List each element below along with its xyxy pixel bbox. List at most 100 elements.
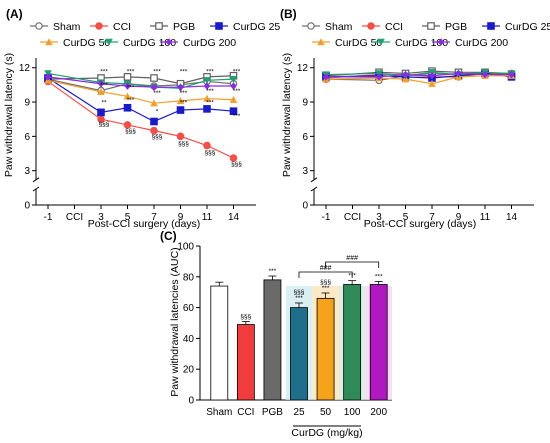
x-tick-label: 50 bbox=[320, 407, 332, 418]
x-tick-label: CCI bbox=[66, 212, 83, 223]
data-point bbox=[97, 87, 105, 95]
significance-label: *** bbox=[127, 68, 135, 75]
x-tick-label: CCI bbox=[237, 407, 254, 418]
x-tick-label: 200 bbox=[370, 407, 387, 418]
data-point bbox=[402, 70, 409, 79]
y-tick-label: 12 bbox=[19, 63, 31, 74]
panel-c-label: (C) bbox=[160, 229, 177, 243]
bar bbox=[236, 324, 255, 401]
panel-b-legend: Sham CCI PGB CurDG 25 CurDG 50 CurDG 100 CurDG… bbox=[302, 21, 550, 49]
legend-label: CCI bbox=[113, 21, 131, 33]
axis-break-mark bbox=[310, 186, 318, 192]
bar bbox=[343, 284, 362, 401]
significance-label: §§§ bbox=[99, 121, 110, 128]
bar bbox=[316, 297, 335, 401]
x-tick-label: 11 bbox=[202, 212, 213, 223]
y-tick-label: 3 bbox=[24, 166, 30, 177]
legend-marker bbox=[35, 22, 43, 30]
legend-label: Sham bbox=[53, 21, 81, 33]
y-tick-label: 12 bbox=[297, 63, 309, 74]
panel-c-y-axis-label: Paw withdrawal latencies (AUC) bbox=[169, 247, 181, 396]
significance-label: *** bbox=[206, 99, 214, 106]
x-tick-label: Sham bbox=[206, 407, 232, 418]
y-tick-label: 20 bbox=[183, 365, 195, 376]
x-tick-label: CCI bbox=[344, 212, 361, 223]
significance-label: §§§ bbox=[152, 134, 163, 141]
significance-label: *** bbox=[180, 90, 188, 97]
panel-a-label: (A) bbox=[6, 7, 23, 21]
x-tick-label: 25 bbox=[293, 407, 305, 418]
panel-a-x-axis-label: Post-CCI surgery (days) bbox=[88, 218, 201, 230]
legend-label: CurDG 100 bbox=[123, 37, 176, 49]
significance-label: *** bbox=[375, 273, 383, 280]
x-tick-label: 7 bbox=[429, 212, 435, 223]
data-point bbox=[428, 79, 436, 87]
data-point bbox=[97, 108, 105, 117]
x-tick-label: 11 bbox=[480, 212, 491, 223]
x-tick-label: 3 bbox=[376, 212, 382, 223]
x-tick-label: 100 bbox=[344, 407, 361, 418]
x-tick-label: -1 bbox=[322, 212, 331, 223]
panel-c: (C) Paw withdrawal latencies (AUC) CurDG… bbox=[160, 229, 392, 439]
legend-marker bbox=[317, 38, 325, 46]
axis-break-mark bbox=[310, 177, 318, 183]
significance-label: *** bbox=[322, 285, 330, 292]
significance-label: §§§ bbox=[294, 289, 305, 296]
legend-marker bbox=[377, 38, 385, 46]
legend-marker bbox=[367, 22, 375, 30]
data-point bbox=[203, 94, 211, 102]
x-tick-label: -1 bbox=[44, 212, 53, 223]
data-point bbox=[203, 141, 211, 150]
x-tick-label: 14 bbox=[228, 212, 240, 223]
legend-label: CurDG 50 bbox=[63, 37, 110, 49]
data-point bbox=[375, 73, 383, 81]
x-tick-label: 9 bbox=[456, 212, 462, 223]
x-tick-label: 7 bbox=[151, 212, 157, 223]
data-point bbox=[229, 75, 238, 83]
significance-label: *** bbox=[153, 90, 161, 97]
significance-label: §§§ bbox=[125, 128, 136, 135]
bar bbox=[263, 279, 282, 401]
data-point bbox=[44, 73, 52, 81]
axis-break-mark bbox=[32, 177, 40, 183]
legend-marker bbox=[437, 38, 445, 46]
data-point bbox=[230, 82, 237, 90]
panel-a-legend: Sham CCI PGB CurDG 25 CurDG 50 CurDG 100 CurDG… bbox=[30, 21, 280, 49]
legend-label: PGB bbox=[173, 21, 195, 33]
bar bbox=[290, 307, 308, 401]
data-point bbox=[229, 154, 238, 162]
significance-label: *** bbox=[127, 84, 135, 91]
legend-marker bbox=[427, 22, 435, 30]
legend-label: CurDG 50 bbox=[335, 37, 382, 49]
data-point bbox=[203, 105, 211, 113]
y-tick-label: 60 bbox=[183, 303, 195, 314]
legend-marker bbox=[95, 22, 103, 30]
significance-label: *** bbox=[180, 99, 188, 106]
data-point bbox=[123, 73, 132, 81]
legend-marker bbox=[307, 22, 315, 30]
x-tick-label: 5 bbox=[403, 212, 409, 223]
panel-a-axes: 0 3 6 9 12 -1 CCI 3 5 7 9 11 14 bbox=[19, 58, 256, 223]
legend-label: CCI bbox=[385, 21, 403, 33]
legend-label: CurDG 200 bbox=[183, 37, 236, 49]
data-point bbox=[150, 83, 158, 91]
significance-label: *** bbox=[233, 88, 241, 95]
significance-label: *** bbox=[206, 88, 214, 95]
y-tick-label: 80 bbox=[183, 272, 195, 283]
data-point bbox=[176, 106, 185, 114]
significance-label: *** bbox=[269, 268, 277, 275]
x-tick-label: PGB bbox=[262, 407, 283, 418]
legend-marker bbox=[45, 38, 53, 46]
panel-b-plot bbox=[322, 67, 516, 87]
data-point bbox=[508, 70, 515, 79]
significance-label: §§§ bbox=[231, 161, 242, 168]
bar bbox=[369, 284, 388, 401]
legend-label: CurDG 25 bbox=[233, 21, 280, 33]
y-tick-label: 0 bbox=[302, 201, 308, 212]
panel-b-label: (B) bbox=[280, 7, 297, 21]
panel-c-group-label: CurDG (mg/kg) bbox=[291, 427, 362, 439]
significance-label: *** bbox=[180, 68, 188, 75]
data-point bbox=[150, 99, 158, 107]
data-point bbox=[150, 117, 158, 126]
